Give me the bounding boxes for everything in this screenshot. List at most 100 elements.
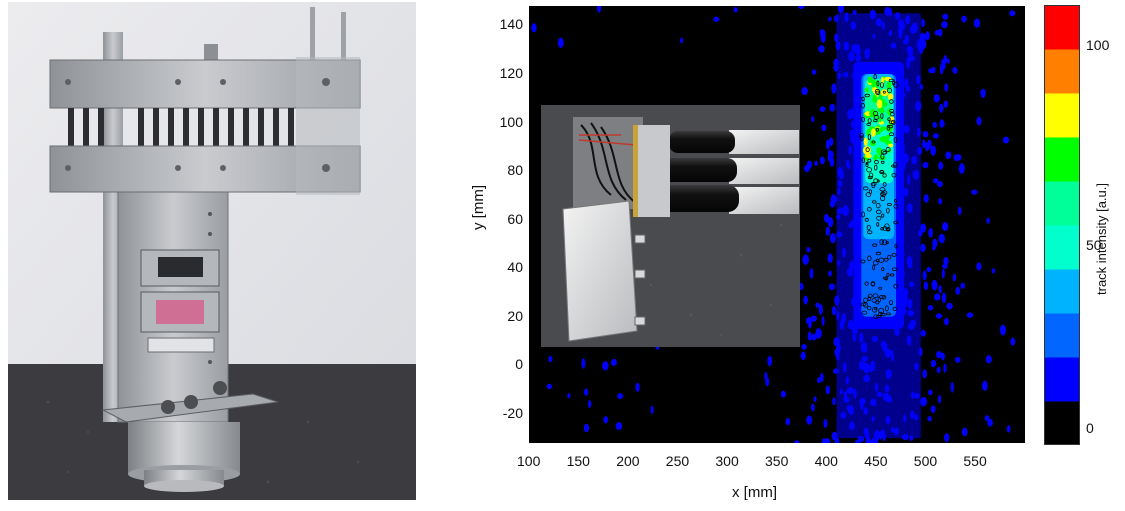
noise-speck <box>952 273 957 282</box>
contour-line <box>874 88 880 94</box>
noise-speck <box>952 67 958 74</box>
contour-line <box>893 203 899 209</box>
contour-line <box>874 159 879 165</box>
contour-line <box>876 258 880 263</box>
y-tick-label: 140 <box>499 16 523 33</box>
noise-speck <box>946 58 950 64</box>
contour-line <box>894 199 897 203</box>
contour-line <box>860 302 867 307</box>
noise-speck <box>946 302 953 310</box>
noise-speck <box>615 422 623 431</box>
peak-blob <box>876 99 883 109</box>
noise-speck <box>818 304 823 316</box>
noise-speck <box>794 440 800 443</box>
colorbar-level <box>1044 93 1080 138</box>
peak-blob <box>880 107 885 114</box>
contour-line <box>889 99 894 104</box>
contour-line <box>867 305 872 311</box>
noise-speck <box>828 283 836 291</box>
noise-speck <box>922 139 926 149</box>
noise-speck <box>945 151 952 160</box>
contour-line <box>878 286 883 290</box>
contour-line <box>867 255 872 262</box>
noise-speck <box>944 83 949 92</box>
noise-speck <box>932 133 939 139</box>
noise-speck <box>821 124 827 132</box>
contour-line <box>881 295 887 300</box>
noise-speck <box>941 222 949 232</box>
contour-line <box>865 147 870 153</box>
noise-speck <box>938 161 944 170</box>
noise-speck <box>1010 337 1016 346</box>
peak-blob <box>864 87 869 93</box>
noise-speck <box>932 238 938 248</box>
noise-speck <box>811 333 817 341</box>
contour-line <box>867 158 872 163</box>
noise-speck <box>806 247 811 253</box>
noise-speck <box>943 363 947 373</box>
peak-blob <box>869 109 877 118</box>
noise-speck <box>938 284 942 294</box>
noise-speck <box>827 217 834 228</box>
colorbar-tick-label: 0 <box>1086 420 1094 436</box>
noise-speck <box>807 160 813 169</box>
noise-speck <box>823 438 830 443</box>
contour-line <box>872 293 879 299</box>
noise-speck <box>954 356 961 363</box>
colorbar-level <box>1044 5 1080 50</box>
noise-speck <box>813 396 817 403</box>
noise-speck <box>924 142 930 152</box>
noise-speck <box>825 226 830 236</box>
noise-speck <box>806 415 813 425</box>
noise-speck <box>976 262 982 271</box>
noise-speck <box>821 316 825 326</box>
contour-line <box>871 182 876 189</box>
noise-speck <box>930 145 937 156</box>
noise-speck <box>557 37 564 49</box>
contour-line <box>887 254 892 260</box>
colorbar-level <box>1044 401 1080 445</box>
noise-speck <box>936 181 943 188</box>
contour-line <box>885 147 891 152</box>
contour-line <box>876 80 880 87</box>
contour-line <box>866 230 873 235</box>
noise-speck <box>828 137 834 146</box>
inset-photo <box>541 105 800 347</box>
noise-speck <box>920 223 927 233</box>
noise-speck <box>588 399 592 409</box>
contour-line <box>873 178 879 184</box>
peak-blob <box>885 134 890 140</box>
noise-speck <box>801 343 807 350</box>
contour-line <box>884 276 888 281</box>
contour-line <box>860 259 866 264</box>
noise-speck <box>938 198 943 205</box>
noise-speck <box>1002 136 1010 144</box>
noise-speck <box>819 29 825 35</box>
noise-speck <box>931 66 936 74</box>
noise-speck <box>583 423 589 433</box>
noise-speck <box>923 281 929 291</box>
contour-line <box>879 239 884 246</box>
peak-blob <box>873 155 877 161</box>
noise-speck <box>584 388 589 396</box>
contour-line <box>886 312 891 316</box>
noise-speck <box>801 87 808 96</box>
contour-line <box>861 116 865 123</box>
noise-speck <box>958 163 965 174</box>
contour-line <box>886 272 890 278</box>
peak-blob <box>889 116 895 124</box>
noise-speck <box>1006 425 1011 433</box>
contour-line <box>894 243 898 249</box>
y-tick-label: 20 <box>507 307 523 324</box>
noise-speck <box>815 328 822 339</box>
noise-speck <box>810 403 815 412</box>
noise-speck <box>650 405 654 415</box>
noise-speck <box>933 94 940 103</box>
contour-line <box>873 314 879 319</box>
noise-speck <box>811 116 815 123</box>
noise-speck <box>943 317 949 326</box>
x-tick-label: 300 <box>715 453 739 469</box>
x-tick-label: 350 <box>765 453 789 469</box>
peak-blob <box>871 79 876 88</box>
noise-speck <box>961 15 967 23</box>
